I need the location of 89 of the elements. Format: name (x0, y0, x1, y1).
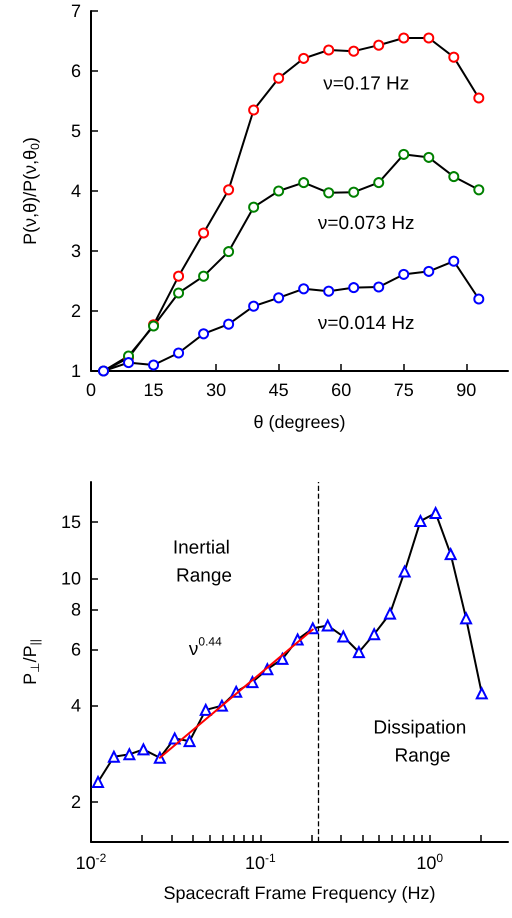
point (448, 256, 460, 267)
point (323, 44, 334, 56)
point (323, 187, 334, 198)
annotation: Inertial Range (172, 538, 236, 586)
series-label: ν=0.073 Hz (318, 212, 415, 234)
annotation: Dissipation Range (373, 718, 472, 766)
point (298, 283, 310, 294)
y-tick-label: 2 (70, 301, 81, 321)
point (398, 32, 410, 44)
point (108, 750, 120, 763)
y-tick-label: 5 (70, 121, 81, 141)
point (384, 608, 396, 620)
point (398, 268, 410, 280)
point (123, 748, 136, 760)
point (473, 184, 484, 196)
y-tick-label: 6 (70, 639, 81, 660)
point (423, 266, 434, 277)
point (348, 186, 360, 198)
x-tick-label: 90 (456, 380, 476, 400)
point (473, 92, 484, 104)
point (348, 282, 360, 294)
x-axis-title: θ (degrees) (253, 412, 346, 432)
point (398, 148, 410, 160)
point (173, 270, 184, 282)
point (298, 177, 310, 188)
y-tick-label: 8 (70, 599, 81, 620)
x-tick-label: 45 (268, 380, 289, 400)
point (322, 620, 334, 632)
point (123, 357, 134, 368)
point (430, 507, 442, 520)
point (248, 104, 260, 116)
y-axis-title: P⊥/P|| (20, 639, 42, 685)
y-tick-label: 4 (70, 696, 81, 716)
y-axis-title: P(ν,θ)/P(ν,θ0) (20, 137, 42, 245)
y-tick-label: 15 (60, 512, 81, 532)
series-label: ν=0.014 Hz (318, 312, 415, 334)
point (476, 687, 488, 700)
point (173, 288, 184, 298)
y-tick-label: 6 (70, 61, 81, 81)
x-tick-label: 15 (144, 380, 164, 400)
point (348, 46, 360, 57)
y-tick-label: 7 (70, 1, 81, 21)
point (352, 646, 365, 658)
point (223, 246, 234, 258)
point (448, 171, 460, 182)
point (368, 628, 380, 640)
point (273, 292, 284, 304)
point (273, 186, 284, 196)
y-tick-label: 3 (70, 241, 81, 261)
point (148, 360, 160, 370)
point (448, 52, 460, 63)
point (173, 348, 184, 358)
point (223, 184, 234, 196)
point (92, 776, 104, 788)
point (444, 548, 457, 560)
point (248, 300, 260, 312)
point (184, 735, 196, 748)
point (373, 282, 384, 292)
x-tick-label: 75 (394, 380, 414, 400)
point (198, 270, 210, 282)
point (298, 52, 310, 64)
y-tick-label: 2 (70, 792, 81, 812)
point (398, 566, 411, 578)
point (200, 704, 212, 716)
point (137, 743, 150, 756)
point (168, 732, 181, 744)
point (223, 318, 234, 330)
x-tick-label: 60 (331, 380, 352, 400)
point (276, 652, 288, 665)
y-tick-label: 10 (60, 568, 81, 588)
point (198, 328, 210, 340)
point (337, 630, 350, 643)
y-tick-label: 1 (70, 361, 81, 381)
point (323, 286, 334, 297)
point (423, 152, 434, 163)
x-axis-title: Spacecraft Frame Frequency (Hz) (163, 883, 436, 903)
point (473, 294, 484, 304)
series-label: ν=0.17 Hz (323, 74, 410, 95)
point (273, 72, 284, 84)
point (373, 177, 384, 188)
point (414, 515, 426, 528)
point (460, 612, 472, 624)
point (198, 228, 210, 238)
point (423, 32, 434, 44)
point (248, 202, 260, 213)
y-tick-label: 4 (70, 181, 81, 201)
point (373, 40, 384, 51)
x-tick-label: 30 (206, 380, 226, 400)
x-tick-label: 0 (86, 380, 96, 400)
